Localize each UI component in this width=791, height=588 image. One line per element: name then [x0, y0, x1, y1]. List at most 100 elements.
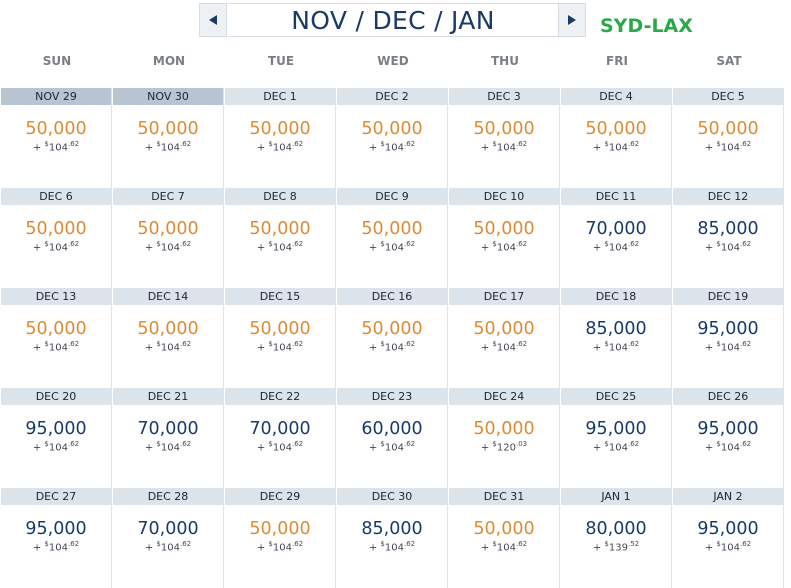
calendar-day-cell[interactable]: DEC 22 70,000 + $104.62	[225, 388, 336, 488]
previous-month-button[interactable]	[199, 3, 227, 37]
calendar-day-cell[interactable]: JAN 1 80,000 + $139.52	[561, 488, 672, 588]
tax-amount: + $104.62	[144, 240, 192, 254]
tax-cents: 62	[742, 140, 752, 148]
tax-cents: 62	[294, 240, 304, 248]
tax-amount: + $104.62	[144, 140, 192, 154]
tax-cents: 62	[406, 440, 416, 448]
calendar-day-cell[interactable]: DEC 12 85,000 + $104.62	[673, 188, 784, 288]
calendar-day-cell[interactable]: DEC 16 50,000 + $104.62	[337, 288, 448, 388]
tax-cents: 62	[630, 440, 640, 448]
calendar-day-cell[interactable]: DEC 1 50,000 + $104.62	[225, 88, 336, 188]
miles-price: 95,000	[25, 519, 87, 539]
calendar-day-cell[interactable]: DEC 31 50,000 + $104.62	[449, 488, 560, 588]
calendar-day-cell[interactable]: DEC 21 70,000 + $104.62	[113, 388, 224, 488]
tax-amount: + $104.62	[480, 340, 528, 354]
calendar-day-cell[interactable]: DEC 2 50,000 + $104.62	[337, 88, 448, 188]
calendar-day-cell[interactable]: DEC 3 50,000 + $104.62	[449, 88, 560, 188]
weekday-header-row: SUN MON TUE WED THU FRI SAT	[1, 42, 785, 88]
calendar-day-cell[interactable]: DEC 15 50,000 + $104.62	[225, 288, 336, 388]
calendar-header: NOV / DEC / JAN SYD-LAX	[0, 0, 791, 42]
calendar-day-cell[interactable]: DEC 26 95,000 + $104.62	[673, 388, 784, 488]
calendar-day-cell[interactable]: NOV 30 50,000 + $104.62	[113, 88, 224, 188]
tax-dollars: 104	[608, 142, 628, 154]
day-date-label: DEC 31	[449, 488, 559, 505]
calendar-day-cell[interactable]: DEC 27 95,000 + $104.62	[1, 488, 112, 588]
tax-amount: + $104.62	[32, 440, 80, 454]
calendar-day-cell[interactable]: DEC 5 50,000 + $104.62	[673, 88, 784, 188]
tax-amount: + $104.62	[368, 240, 416, 254]
miles-price: 95,000	[697, 319, 759, 339]
tax-dollars: 120	[496, 442, 516, 454]
tax-cents: 62	[630, 240, 640, 248]
tax-dollars: 104	[496, 142, 516, 154]
tax-amount: + $104.62	[144, 440, 192, 454]
calendar-day-cell[interactable]: DEC 14 50,000 + $104.62	[113, 288, 224, 388]
day-date-label: DEC 11	[561, 188, 671, 205]
calendar-day-cell[interactable]: DEC 19 95,000 + $104.62	[673, 288, 784, 388]
day-date-label: DEC 7	[113, 188, 223, 205]
calendar-day-cell[interactable]: DEC 4 50,000 + $104.62	[561, 88, 672, 188]
tax-amount: + $104.62	[480, 140, 528, 154]
tax-dollars: 104	[272, 542, 292, 554]
calendar-day-cell[interactable]: DEC 23 60,000 + $104.62	[337, 388, 448, 488]
tax-amount: + $104.62	[704, 340, 752, 354]
tax-dollars: 104	[272, 242, 292, 254]
tax-cents: 62	[406, 540, 416, 548]
next-month-button[interactable]	[558, 3, 586, 37]
calendar-day-cell[interactable]: DEC 10 50,000 + $104.62	[449, 188, 560, 288]
day-date-label: DEC 22	[225, 388, 335, 405]
calendar-day-cell[interactable]: DEC 25 95,000 + $104.62	[561, 388, 672, 488]
miles-price: 95,000	[585, 419, 647, 439]
day-date-label: DEC 20	[1, 388, 111, 405]
calendar-day-cell[interactable]: DEC 9 50,000 + $104.62	[337, 188, 448, 288]
calendar-day-cell[interactable]: DEC 13 50,000 + $104.62	[1, 288, 112, 388]
calendar-day-cell[interactable]: NOV 29 50,000 + $104.62	[1, 88, 112, 188]
day-date-label: DEC 29	[225, 488, 335, 505]
tax-amount: + $104.62	[256, 240, 304, 254]
day-date-label: DEC 4	[561, 88, 671, 105]
chevron-right-icon	[568, 15, 576, 25]
tax-dollars: 139	[608, 542, 628, 554]
miles-price: 50,000	[473, 219, 535, 239]
tax-amount: + $104.62	[144, 340, 192, 354]
calendar-day-cell[interactable]: DEC 8 50,000 + $104.62	[225, 188, 336, 288]
day-date-label: DEC 24	[449, 388, 559, 405]
day-date-label: DEC 12	[673, 188, 783, 205]
day-date-label: DEC 13	[1, 288, 111, 305]
calendar-day-cell[interactable]: DEC 20 95,000 + $104.62	[1, 388, 112, 488]
day-date-label: DEC 21	[113, 388, 223, 405]
calendar-day-cell[interactable]: DEC 11 70,000 + $104.62	[561, 188, 672, 288]
calendar-day-cell[interactable]: DEC 7 50,000 + $104.62	[113, 188, 224, 288]
miles-price: 50,000	[249, 319, 311, 339]
calendar-day-cell[interactable]: JAN 2 95,000 + $104.62	[673, 488, 784, 588]
tax-dollars: 104	[608, 442, 628, 454]
tax-dollars: 104	[720, 242, 740, 254]
calendar-day-cell[interactable]: DEC 29 50,000 + $104.62	[225, 488, 336, 588]
tax-amount: + $104.62	[368, 140, 416, 154]
calendar-day-cell[interactable]: DEC 6 50,000 + $104.62	[1, 188, 112, 288]
tax-dollars: 104	[272, 442, 292, 454]
tax-cents: 62	[406, 340, 416, 348]
tax-cents: 62	[70, 340, 80, 348]
tax-cents: 62	[294, 140, 304, 148]
tax-cents: 62	[406, 140, 416, 148]
day-date-label: DEC 28	[113, 488, 223, 505]
tax-amount: + $104.62	[368, 540, 416, 554]
chevron-left-icon	[209, 15, 217, 25]
miles-price: 50,000	[361, 119, 423, 139]
calendar-day-cell[interactable]: DEC 30 85,000 + $104.62	[337, 488, 448, 588]
calendar-week-row: DEC 20 95,000 + $104.62 DEC 21 70,000 + $104.…	[1, 388, 785, 488]
calendar-day-cell[interactable]: DEC 28 70,000 + $104.62	[113, 488, 224, 588]
tax-amount: + $104.62	[592, 140, 640, 154]
tax-dollars: 104	[272, 342, 292, 354]
calendar-day-cell[interactable]: DEC 18 85,000 + $104.62	[561, 288, 672, 388]
day-date-label: DEC 6	[1, 188, 111, 205]
miles-price: 50,000	[249, 219, 311, 239]
miles-price: 85,000	[361, 519, 423, 539]
calendar-day-cell[interactable]: DEC 24 50,000 + $120.03	[449, 388, 560, 488]
calendar-day-cell[interactable]: DEC 17 50,000 + $104.62	[449, 288, 560, 388]
tax-dollars: 104	[384, 442, 404, 454]
tax-dollars: 104	[496, 242, 516, 254]
weekday-tue: TUE	[267, 54, 295, 68]
tax-dollars: 104	[48, 342, 68, 354]
